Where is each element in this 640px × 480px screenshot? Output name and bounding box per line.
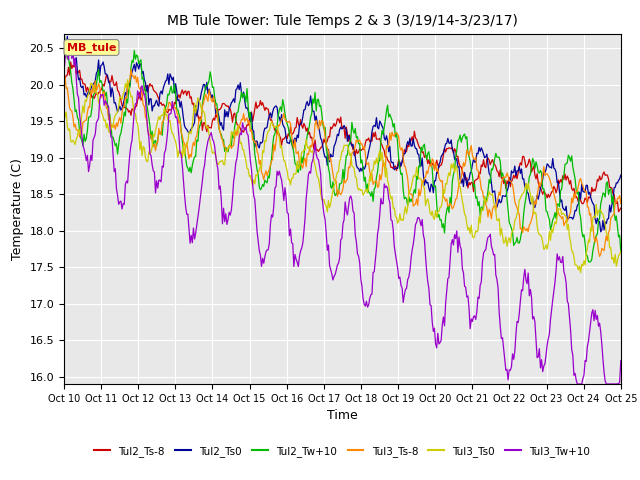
- Tul2_Ts-8: [615, 209, 623, 215]
- Tul2_Tw+10: [362, 174, 369, 180]
- Tul2_Tw+10: [516, 237, 524, 242]
- Tul2_Tw+10: [586, 259, 593, 265]
- Tul2_Ts-8: [67, 59, 74, 65]
- Tul3_Ts0: [606, 245, 614, 251]
- Tul3_Ts0: [518, 192, 525, 198]
- Tul3_Ts0: [124, 77, 131, 83]
- Tul2_Tw+10: [605, 192, 612, 198]
- Tul2_Tw+10: [328, 185, 335, 191]
- Tul2_Ts0: [518, 166, 525, 172]
- Tul2_Ts-8: [329, 123, 337, 129]
- Tul3_Tw+10: [393, 258, 401, 264]
- Line: Tul3_Ts0: Tul3_Ts0: [64, 80, 621, 273]
- Tul3_Ts0: [329, 188, 337, 193]
- Line: Tul2_Ts-8: Tul2_Ts-8: [64, 62, 621, 212]
- Tul2_Ts0: [617, 172, 625, 178]
- Tul2_Ts0: [326, 159, 333, 165]
- Tul2_Tw+10: [324, 165, 332, 171]
- Tul3_Ts-8: [326, 157, 333, 163]
- Tul3_Tw+10: [573, 381, 581, 387]
- Tul3_Ts0: [362, 186, 370, 192]
- Tul2_Ts-8: [393, 168, 401, 173]
- Tul3_Ts0: [326, 204, 333, 210]
- Tul3_Ts-8: [127, 67, 135, 72]
- Tul3_Tw+10: [617, 358, 625, 363]
- Line: Tul2_Ts0: Tul2_Ts0: [64, 36, 621, 232]
- Tul3_Ts-8: [393, 130, 401, 136]
- Tul3_Ts-8: [596, 253, 604, 259]
- Tul3_Ts0: [60, 105, 68, 111]
- Tul3_Ts-8: [518, 226, 525, 231]
- Tul3_Tw+10: [66, 38, 74, 44]
- Tul3_Ts-8: [362, 162, 370, 168]
- Line: Tul3_Tw+10: Tul3_Tw+10: [64, 41, 621, 384]
- Tul2_Ts0: [60, 45, 68, 51]
- Tul2_Ts-8: [60, 72, 68, 77]
- Tul3_Tw+10: [518, 287, 525, 293]
- Tul2_Ts0: [362, 157, 370, 163]
- Y-axis label: Temperature (C): Temperature (C): [11, 158, 24, 260]
- Tul3_Tw+10: [606, 381, 614, 387]
- Tul3_Ts-8: [606, 227, 614, 233]
- X-axis label: Time: Time: [327, 409, 358, 422]
- Tul3_Ts-8: [617, 201, 625, 206]
- Tul2_Ts-8: [605, 176, 612, 182]
- Tul3_Ts0: [577, 270, 584, 276]
- Tul2_Ts-8: [617, 205, 625, 211]
- Tul2_Tw+10: [617, 249, 625, 255]
- Legend: Tul2_Ts-8, Tul2_Ts0, Tul2_Tw+10, Tul3_Ts-8, Tul3_Ts0, Tul3_Tw+10: Tul2_Ts-8, Tul2_Ts0, Tul2_Tw+10, Tul3_Ts…: [90, 442, 595, 461]
- Tul3_Ts0: [393, 215, 401, 220]
- Tul3_Tw+10: [362, 299, 370, 304]
- Tul2_Ts-8: [518, 162, 525, 168]
- Text: MB_tule: MB_tule: [67, 42, 116, 53]
- Tul2_Ts0: [63, 34, 71, 39]
- Line: Tul3_Ts-8: Tul3_Ts-8: [64, 70, 621, 256]
- Tul3_Ts0: [617, 248, 625, 254]
- Tul3_Tw+10: [329, 277, 337, 283]
- Title: MB Tule Tower: Tule Temps 2 & 3 (3/19/14-3/23/17): MB Tule Tower: Tule Temps 2 & 3 (3/19/14…: [167, 14, 518, 28]
- Tul3_Ts-8: [329, 171, 337, 177]
- Tul2_Tw+10: [60, 31, 68, 36]
- Tul2_Ts0: [597, 229, 605, 235]
- Tul2_Ts0: [329, 154, 337, 159]
- Tul3_Tw+10: [326, 263, 333, 268]
- Tul3_Tw+10: [60, 70, 68, 75]
- Tul2_Ts-8: [326, 134, 333, 140]
- Tul2_Tw+10: [392, 134, 399, 140]
- Tul3_Ts-8: [60, 72, 68, 78]
- Tul2_Ts-8: [362, 137, 370, 143]
- Line: Tul2_Tw+10: Tul2_Tw+10: [64, 34, 621, 262]
- Tul2_Ts0: [606, 202, 614, 208]
- Tul2_Ts0: [393, 165, 401, 171]
